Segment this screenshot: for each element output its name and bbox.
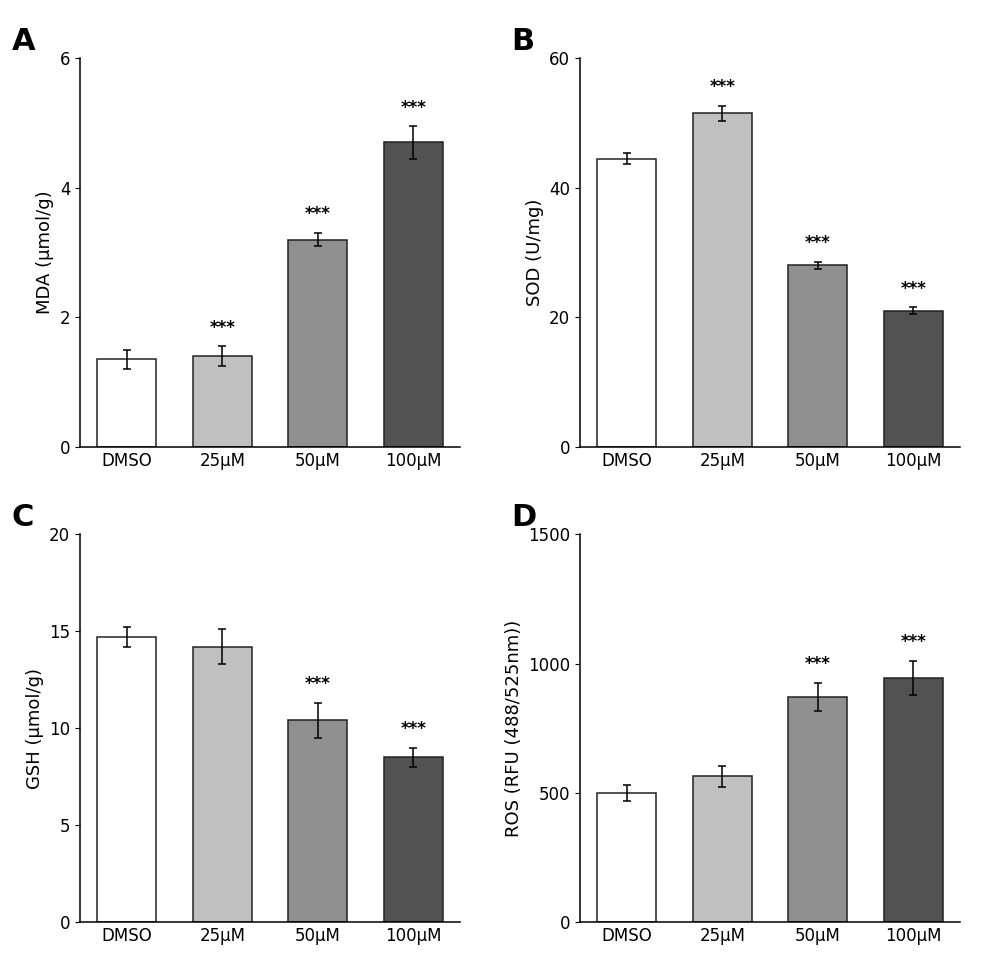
Text: D: D [512,503,537,532]
Bar [884,311,943,447]
Text: ***: *** [900,633,926,652]
Text: C: C [12,503,34,532]
Y-axis label: MDA (μmol/g): MDA (μmol/g) [36,190,54,315]
Bar [693,114,752,447]
Text: ***: *** [400,98,426,117]
Text: ***: *** [805,234,831,251]
Bar [693,776,752,922]
Bar [788,265,847,447]
Bar [384,143,443,447]
Text: ***: *** [900,280,926,298]
Bar [193,356,252,447]
Bar [384,757,443,922]
Y-axis label: GSH (μmol/g): GSH (μmol/g) [26,668,44,788]
Bar [597,158,656,447]
Y-axis label: SOD (U/mg): SOD (U/mg) [526,199,544,306]
Text: ***: *** [709,78,735,96]
Y-axis label: ROS (RFU (488/525nm)): ROS (RFU (488/525nm)) [505,619,523,837]
Bar [288,240,347,447]
Text: ***: *** [805,655,831,673]
Text: ***: *** [400,720,426,738]
Text: ***: *** [305,205,331,223]
Text: ***: *** [209,318,235,337]
Text: B: B [512,27,535,56]
Bar [884,678,943,922]
Bar [97,359,156,447]
Bar [288,720,347,922]
Bar [788,697,847,922]
Bar [597,793,656,922]
Text: A: A [12,27,35,56]
Text: ***: *** [305,675,331,693]
Bar [97,637,156,922]
Bar [193,647,252,922]
